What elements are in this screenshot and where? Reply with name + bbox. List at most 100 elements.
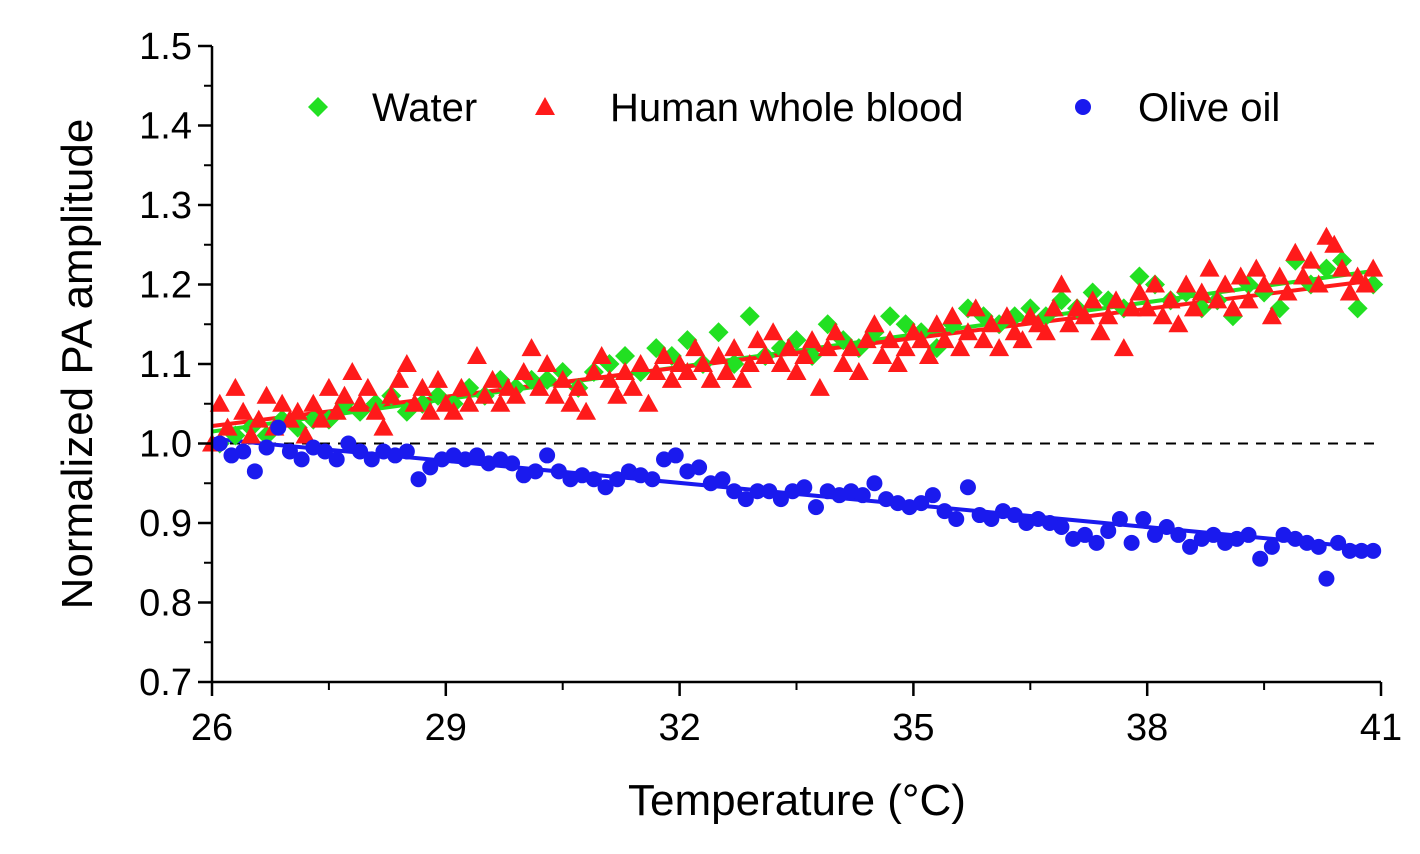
data-point: [293, 451, 310, 468]
data-point: [311, 409, 332, 428]
data-point: [1170, 526, 1187, 543]
data-point: [761, 483, 778, 500]
data-point: [552, 369, 573, 388]
data-point: [981, 314, 1002, 333]
data-point: [1098, 306, 1119, 325]
x-tick-label: 32: [658, 707, 700, 749]
data-point: [918, 346, 939, 365]
data-point: [646, 361, 667, 380]
legend-marker: [308, 97, 328, 117]
data-point: [934, 330, 955, 349]
legend-label: Water: [372, 86, 477, 130]
data-point: [1263, 538, 1280, 555]
data-point: [256, 385, 277, 404]
data-point: [270, 419, 287, 436]
data-point: [1043, 298, 1064, 317]
data-point: [513, 361, 534, 380]
data-point: [1152, 306, 1173, 325]
series-olive-oil: [211, 419, 1382, 587]
data-points-layer: [202, 226, 1384, 587]
data-point: [654, 346, 675, 365]
data-point: [1199, 258, 1220, 277]
data-point: [459, 393, 480, 412]
legend: Water Human whole blood Olive oil: [308, 86, 1280, 130]
data-point: [585, 471, 602, 488]
legend-item: Water: [308, 86, 477, 130]
data-point: [1121, 298, 1142, 317]
data-point: [381, 385, 402, 404]
data-point: [258, 439, 275, 456]
data-point: [731, 369, 752, 388]
data-point: [537, 354, 558, 372]
data-point: [749, 483, 766, 500]
data-point: [786, 361, 807, 380]
data-point: [1277, 282, 1298, 301]
data-point: [1238, 290, 1259, 309]
data-point: [724, 338, 745, 357]
data-point: [544, 385, 565, 404]
data-point: [638, 393, 659, 412]
data-point: [521, 338, 542, 357]
data-point: [504, 455, 521, 472]
data-point: [1135, 511, 1152, 528]
data-point: [833, 354, 854, 372]
data-point: [1183, 298, 1204, 317]
data-point: [965, 298, 986, 317]
data-point: [716, 361, 737, 380]
data-point: [737, 491, 754, 508]
data-point: [856, 330, 877, 349]
data-point: [924, 487, 941, 504]
data-point: [326, 401, 347, 420]
data-point: [848, 361, 869, 380]
data-point: [363, 451, 380, 468]
data-point: [1269, 266, 1290, 285]
data-point: [1252, 550, 1269, 567]
data-point: [622, 377, 643, 396]
data-point: [1363, 258, 1384, 277]
data-point: [607, 385, 628, 404]
data-point: [983, 511, 1000, 528]
data-point: [726, 483, 743, 500]
data-point: [1160, 290, 1181, 309]
data-point: [1240, 526, 1257, 543]
data-point: [1316, 258, 1337, 279]
data-point: [1146, 526, 1163, 543]
data-point: [880, 330, 901, 349]
data-point: [412, 377, 433, 396]
data-point: [615, 346, 636, 367]
data-point: [1074, 306, 1095, 325]
data-point: [527, 463, 544, 480]
data-point: [576, 401, 597, 420]
data-point: [739, 306, 760, 327]
data-point: [420, 401, 441, 420]
data-point: [1205, 526, 1222, 543]
data-point: [700, 369, 721, 388]
data-point: [225, 377, 246, 396]
data-point: [755, 346, 776, 365]
data-point: [357, 377, 378, 396]
y-tick-label: 1.5: [139, 26, 192, 68]
data-point: [1254, 274, 1275, 293]
y-tick-label: 0.7: [139, 662, 192, 704]
data-point: [1191, 282, 1212, 301]
data-point: [714, 471, 731, 488]
data-point: [1076, 526, 1093, 543]
data-point: [1129, 282, 1150, 301]
axes: 26 29 32 35 38 41 0.7 0.8 0.9 1.0 1.1 1.2 1.3 1.4 1.5: [139, 26, 1402, 749]
data-point: [948, 511, 965, 528]
legend-item: Olive oil: [1075, 86, 1280, 130]
data-point: [597, 479, 614, 496]
data-point: [677, 361, 698, 380]
data-point: [474, 385, 495, 404]
data-point: [272, 393, 293, 412]
data-point: [443, 401, 464, 420]
data-point: [809, 377, 830, 396]
data-point: [1230, 266, 1251, 285]
data-point: [807, 499, 824, 516]
data-point: [1100, 522, 1117, 539]
y-tick-label: 1.3: [139, 185, 192, 227]
data-point: [295, 425, 316, 444]
data-point: [1246, 258, 1267, 277]
data-point: [1111, 511, 1128, 528]
